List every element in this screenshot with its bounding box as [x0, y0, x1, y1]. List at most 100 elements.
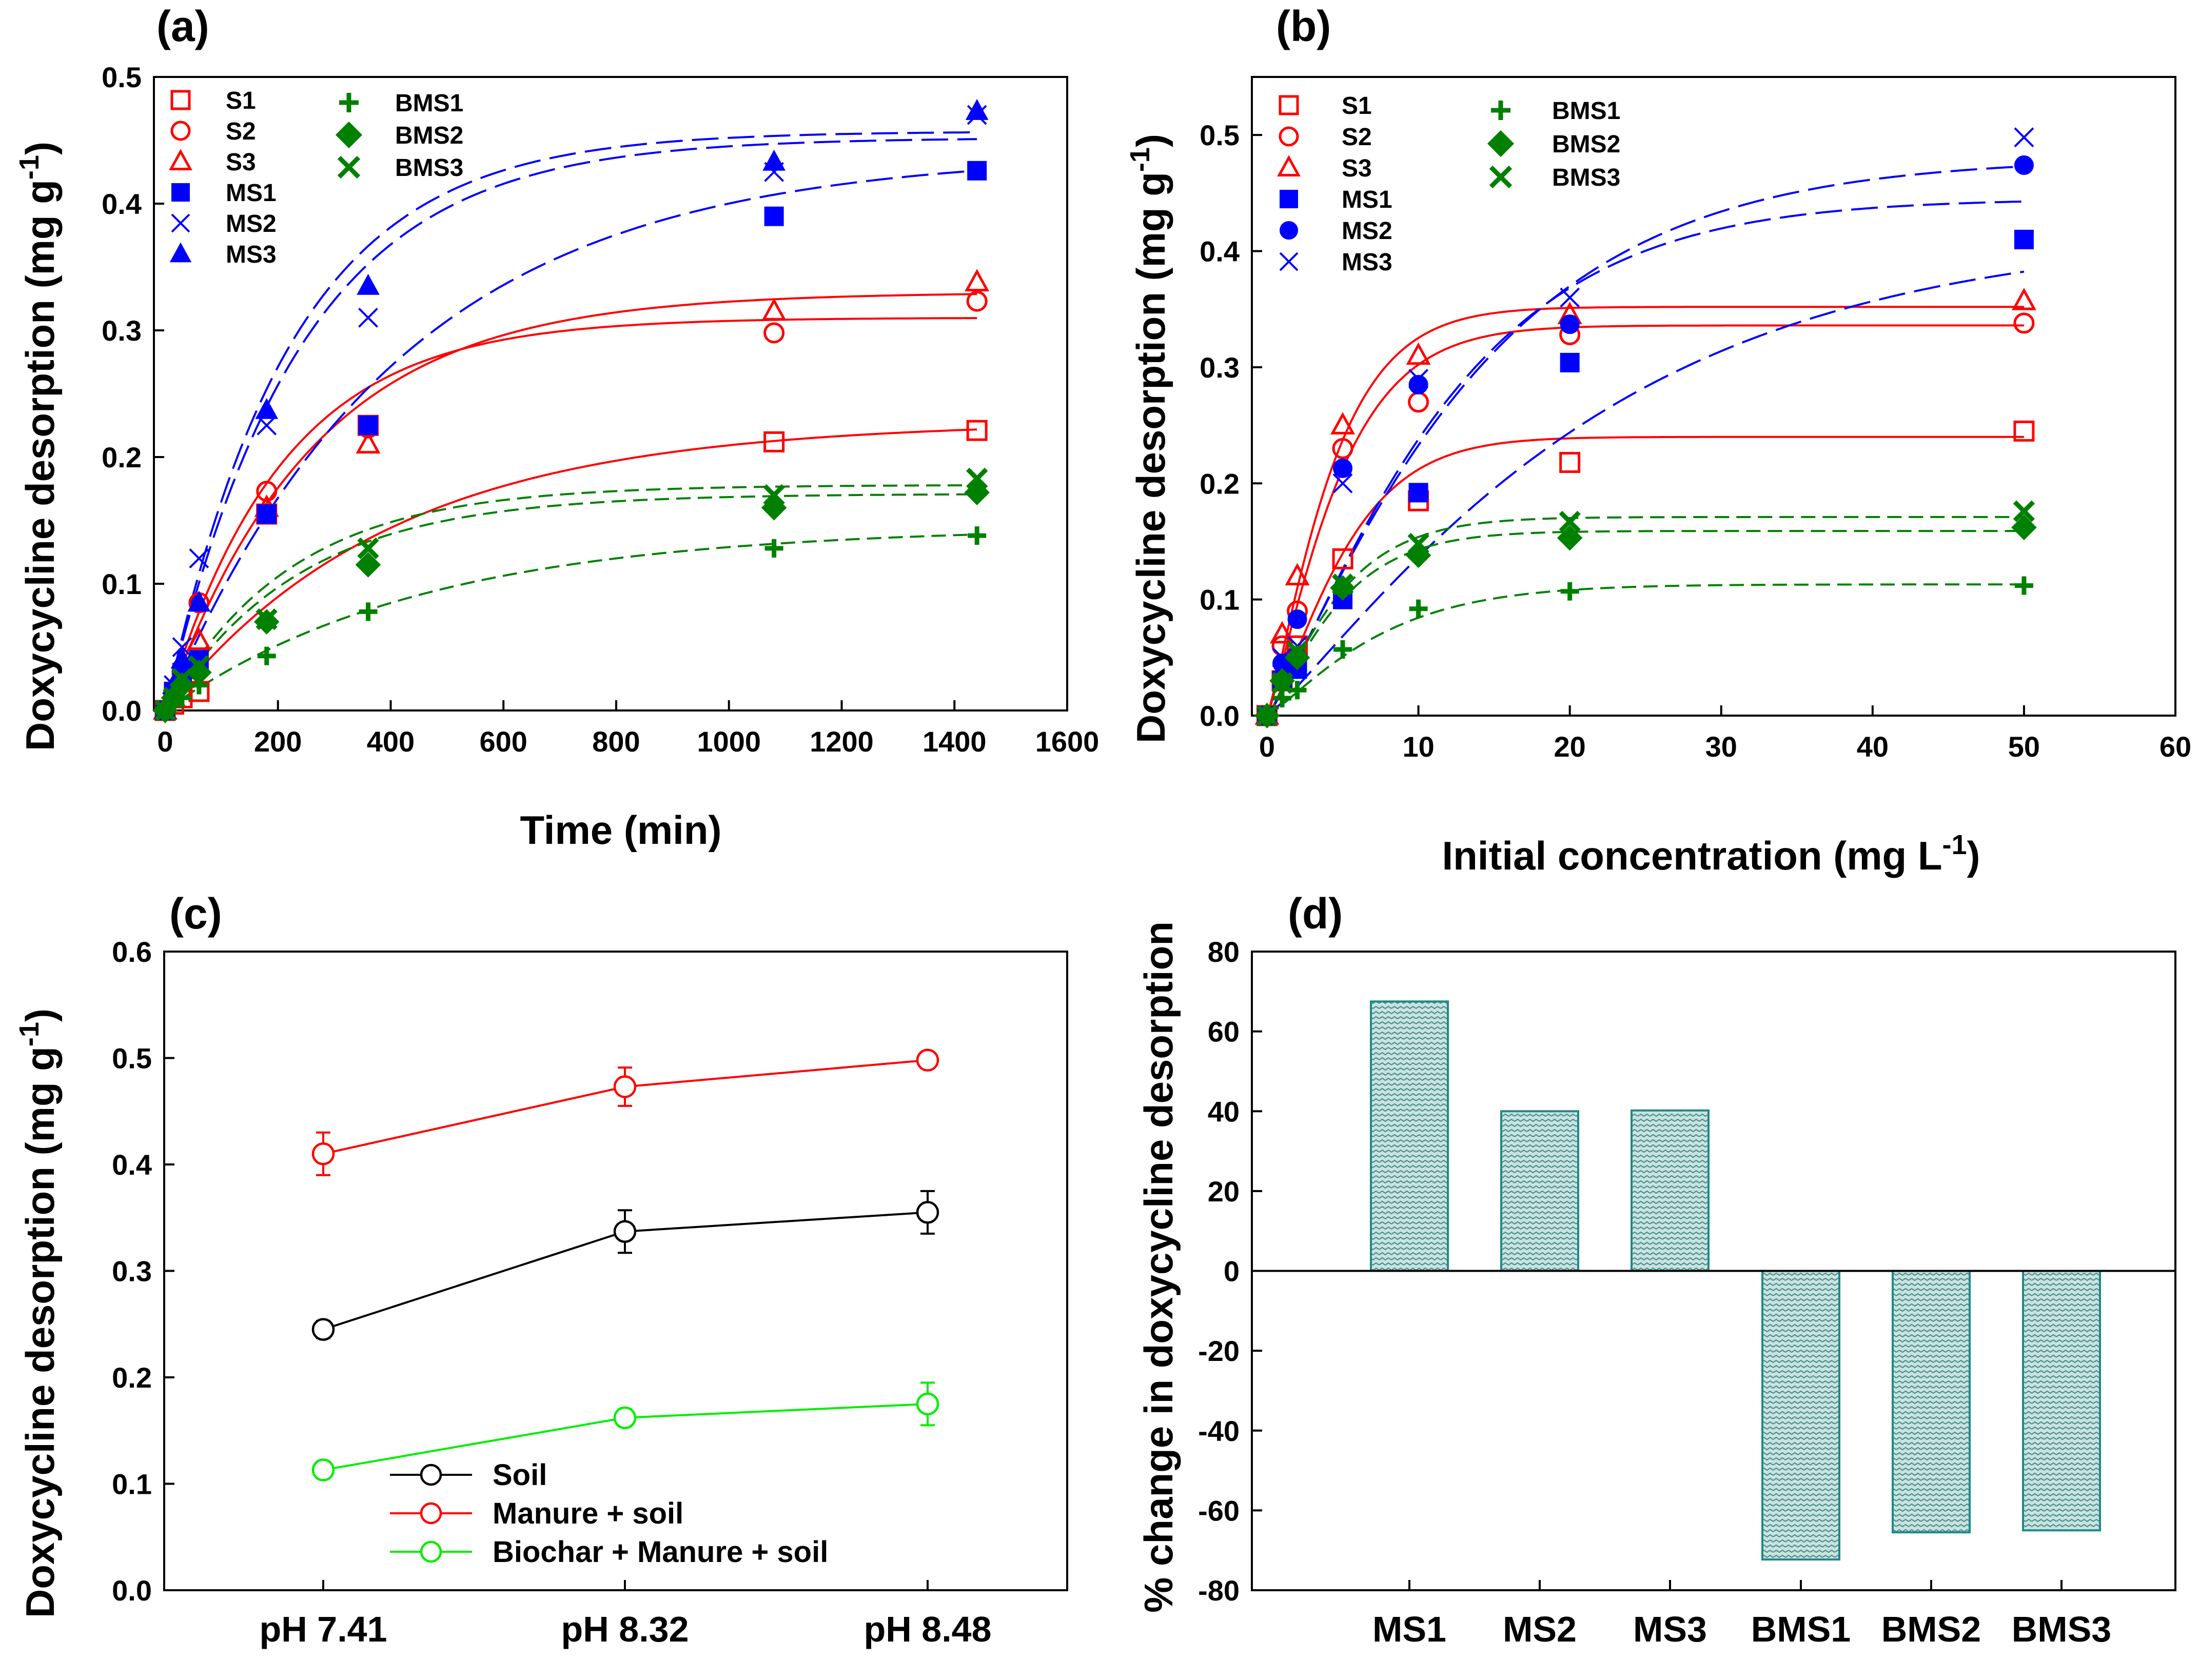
point-bms2: [355, 552, 381, 578]
point-s1: [2013, 420, 2035, 442]
legend-marker-ms2: [1280, 221, 1298, 240]
point-bms2: [186, 660, 212, 685]
panel-c-label: (c): [169, 890, 222, 938]
legend-label-ms1: MS1: [1342, 186, 1392, 213]
point-bms2: [1557, 525, 1583, 551]
fit-curve-bms3: [164, 484, 977, 711]
point-ms1: [2014, 229, 2034, 249]
point-s3: [965, 269, 990, 291]
panel-a-plot-frame: [153, 76, 1068, 711]
legend-label-bms1: BMS1: [1552, 97, 1620, 125]
panel-b-xtick-label: 50: [2008, 730, 2040, 763]
point-s1: [966, 420, 988, 441]
point-ms3: [965, 99, 989, 120]
point-biochar-manure-soil: [916, 1392, 939, 1416]
point-ms2: [358, 307, 378, 328]
panel-a-xtick-label: 0: [157, 725, 173, 758]
panel-c-xtick-label: pH 7.41: [260, 1609, 387, 1649]
legend-marker-ms1: [171, 183, 190, 202]
panel-b-ytick-label: 0.5: [1200, 119, 1240, 151]
panel-a-data-points: [152, 99, 990, 723]
point-s2: [1408, 391, 1429, 413]
legend-label-bms2: BMS2: [1552, 131, 1620, 158]
point-bms1: [359, 602, 378, 621]
panel-b-ylabel: Doxycycline desorption (mg g-1): [1125, 134, 1173, 743]
point-ms1: [1560, 352, 1580, 372]
panel-c-xtick-label: pH 8.48: [864, 1609, 992, 1649]
point-bms2: [1284, 645, 1310, 670]
point-ms3: [1332, 473, 1353, 493]
panel-d-xtick-label: BMS3: [2012, 1609, 2111, 1649]
point-ms1: [1408, 483, 1428, 503]
fit-curve-ms1: [1266, 270, 2025, 717]
point-s3: [1285, 563, 1310, 586]
panel-b-data-points: [1254, 127, 2037, 728]
legend-marker-s1: [170, 90, 191, 110]
panel-d-label: (d): [1288, 890, 1343, 938]
point-ms1: [257, 504, 277, 524]
panel-a: (a) 0.0 0.1 0.2 0.3 0.4 0.5 0 200 400 600 800 1000 1…: [14, 2, 1099, 853]
panel-b-ytick-label: 0.3: [1200, 351, 1240, 384]
fit-curve-ms1: [164, 169, 977, 711]
point-ms3: [1560, 287, 1580, 308]
panel-a-xlabel: Time (min): [520, 807, 722, 853]
point-bms1: [257, 646, 276, 665]
point-ms1: [358, 416, 378, 436]
fit-curve-bms2: [164, 493, 977, 711]
fit-curve-bms2: [1266, 530, 2024, 717]
panel-a-xtick-label: 800: [592, 725, 640, 758]
legend-marker-s3: [1277, 155, 1301, 176]
legend-label-ms2: MS2: [226, 210, 277, 238]
panel-a-ytick-label: 0.2: [102, 441, 142, 473]
point-bms3: [188, 655, 210, 677]
point-s2: [256, 481, 278, 502]
legend-label-ms1: MS1: [226, 180, 277, 207]
panel-d-ytick-label: -40: [1198, 1415, 1240, 1447]
point-bms1: [764, 539, 783, 558]
panel-d-bars: [1252, 1000, 2175, 1561]
panel-d-xtick-label: MS1: [1372, 1609, 1446, 1649]
fit-curve-s2: [164, 317, 977, 711]
legend-label-manure-soil: Manure + soil: [493, 1497, 683, 1530]
point-bms2: [1330, 575, 1356, 601]
point-s1: [1332, 548, 1353, 569]
legend-label-s3: S3: [226, 149, 256, 176]
fit-curve-bms1: [164, 533, 977, 711]
panel-b-ytick-label: 0.4: [1200, 235, 1240, 268]
panel-b-xlabel: Initial concentration (mg L-1): [1442, 829, 1980, 878]
panel-a-ytick-label: 0.1: [102, 568, 142, 600]
legend-label-bms1: BMS1: [395, 90, 463, 117]
legend-label-ms3: MS3: [226, 241, 277, 268]
panel-d-xtick-label: MS3: [1633, 1609, 1707, 1649]
panel-b: (b) 0.0 0.1 0.2 0.3 0.4 0.5 0 10 20 30 40 50 60 S1 S2…: [1125, 2, 2191, 878]
panel-b-xtick-label: 60: [2159, 730, 2191, 763]
legend-label-bms3: BMS3: [395, 154, 463, 182]
legend-marker-bms3: [337, 155, 361, 179]
panel-c-legend: Soil Manure + soil Biochar + Manure + soil: [390, 1458, 828, 1569]
point-ms3: [255, 398, 279, 419]
legend-label-s2: S2: [226, 118, 256, 145]
legend-label-biochar-manure-soil: Biochar + Manure + soil: [493, 1535, 828, 1569]
panel-a-ytick-label: 0.5: [102, 61, 142, 93]
panel-a-xtick-label: 1200: [810, 725, 874, 758]
point-bms3: [171, 668, 193, 690]
point-s2: [2013, 312, 2035, 334]
legend-label-bms2: BMS2: [395, 122, 463, 149]
point-ms3: [170, 647, 194, 669]
legend-label-s3: S3: [1342, 155, 1372, 182]
legend-marker-bms1: [1491, 101, 1510, 120]
point-bms3: [256, 608, 278, 630]
panel-b-axes: 0.0 0.1 0.2 0.3 0.4 0.5 0 10 20 30 40 50 60: [1200, 76, 2191, 763]
panel-a-label: (a): [156, 2, 209, 50]
point-ms2: [1560, 314, 1580, 334]
legend-marker-bms2: [335, 121, 363, 149]
panel-d-ytick-label: 80: [1208, 936, 1240, 968]
panel-d-ytick-label: 40: [1208, 1095, 1240, 1128]
legend-label-ms3: MS3: [1342, 249, 1392, 276]
point-ms2: [1408, 374, 1428, 394]
panel-b-xtick-label: 40: [1857, 730, 1889, 763]
point-bms1: [968, 526, 987, 545]
panel-d-xtick-label: BMS2: [1881, 1609, 1981, 1649]
legend-marker-ms3: [169, 242, 192, 263]
